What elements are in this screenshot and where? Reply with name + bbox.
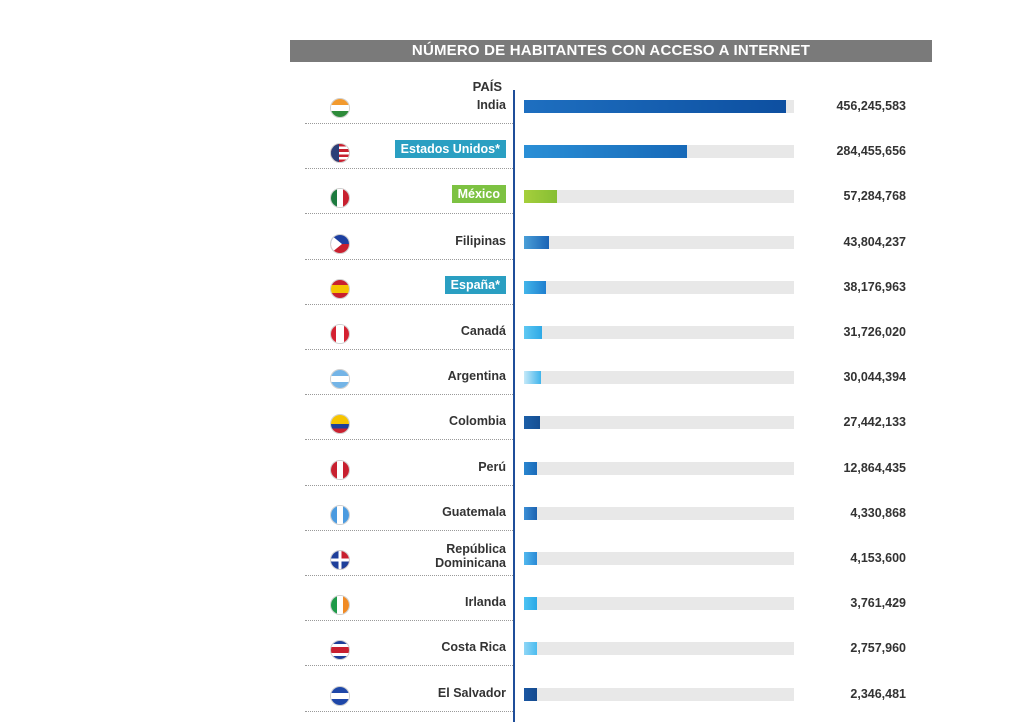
country-label: España* <box>444 275 506 294</box>
bar-track <box>524 597 794 611</box>
row-divider <box>305 123 515 124</box>
bar <box>524 371 542 385</box>
flag-canada-icon <box>330 324 350 344</box>
row-divider <box>305 665 515 667</box>
chart-row: Perú 12,864,435 <box>0 455 1024 501</box>
bar <box>524 326 543 339</box>
chart-row: España* 38,176,963 <box>0 274 1024 320</box>
chart-row: Irlanda 3,761,429 <box>0 590 1024 636</box>
row-divider <box>305 349 515 350</box>
value-label: 30,044,394 <box>843 370 906 385</box>
value-label: 57,284,768 <box>843 189 906 204</box>
value-label: 31,726,020 <box>843 325 906 339</box>
row-divider <box>305 439 515 441</box>
country-label: Argentina <box>447 369 506 384</box>
bar-track <box>524 461 794 475</box>
bar-track <box>524 687 794 701</box>
value-label: 2,346,481 <box>850 686 906 701</box>
value-label: 12,864,435 <box>843 460 906 475</box>
chart-row: Argentina 30,044,394 <box>0 364 1024 410</box>
bar-track <box>524 506 794 520</box>
chart-row: Guatemala 4,330,868 <box>0 500 1024 546</box>
value-label: 284,455,656 <box>836 144 906 159</box>
bar <box>524 687 537 701</box>
bar <box>524 597 537 611</box>
country-column-header: PAÍS <box>472 79 502 94</box>
bar <box>524 416 540 430</box>
country-label: México <box>451 185 506 204</box>
country-label: Guatemala <box>442 504 506 519</box>
chart-row: India 456,245,583 <box>0 93 1024 139</box>
chart-row: El Salvador 2,346,481 <box>0 681 1024 727</box>
country-label: Filipinas <box>455 233 506 248</box>
axis-line <box>513 90 515 722</box>
bar <box>524 190 557 204</box>
flag-argentina-icon <box>330 369 350 390</box>
bar-track <box>524 190 794 204</box>
row-divider <box>305 213 515 215</box>
chart-row: Colombia 27,442,133 <box>0 409 1024 455</box>
value-label: 4,330,868 <box>850 505 906 520</box>
country-label: Estados Unidos* <box>394 140 506 159</box>
bar <box>524 100 787 113</box>
flag-peru-icon <box>330 459 350 480</box>
value-label: 456,245,583 <box>836 99 906 113</box>
bar <box>524 552 537 565</box>
row-divider <box>305 303 515 305</box>
country-label: Perú <box>478 459 506 474</box>
bar <box>524 280 546 294</box>
country-label: Irlanda <box>465 595 506 610</box>
value-label: 3,761,429 <box>850 596 906 611</box>
row-divider <box>305 529 515 531</box>
bar <box>524 461 537 475</box>
flag-philippines-icon <box>330 233 350 254</box>
value-label: 2,757,960 <box>850 641 906 656</box>
flag-ireland-icon <box>330 595 350 616</box>
flag-spain-icon <box>330 278 350 299</box>
bar <box>524 145 688 159</box>
chart-title: NÚMERO DE HABITANTES CON ACCESO A INTERN… <box>290 40 932 62</box>
chart-row: Filipinas 43,804,237 <box>0 229 1024 275</box>
row-divider <box>305 394 515 396</box>
country-label: Canadá <box>460 324 506 338</box>
bar <box>524 642 537 656</box>
flag-costa-rica-icon <box>330 640 350 661</box>
row-divider <box>305 258 515 260</box>
row-divider <box>305 575 515 576</box>
bar-track <box>524 642 794 656</box>
bar-track <box>524 552 794 565</box>
row-divider <box>305 484 515 486</box>
row-divider <box>305 168 515 170</box>
bar-track <box>524 235 794 249</box>
bar <box>524 235 550 249</box>
value-label: 38,176,963 <box>843 279 906 294</box>
flag-colombia-icon <box>330 414 350 435</box>
bar-track <box>524 371 794 385</box>
chart-row: Canadá 31,726,020 <box>0 319 1024 365</box>
country-label: El Salvador <box>437 685 506 700</box>
flag-usa-icon <box>330 143 350 164</box>
value-label: 27,442,133 <box>843 415 906 430</box>
bar-track <box>524 416 794 430</box>
chart-row: Costa Rica 2,757,960 <box>0 635 1024 681</box>
value-label: 4,153,600 <box>850 551 906 565</box>
row-divider <box>305 620 515 622</box>
value-label: 43,804,237 <box>843 234 906 249</box>
flag-india-icon <box>330 98 350 118</box>
chart-row: Estados Unidos* 284,455,656 <box>0 138 1024 184</box>
country-label: Colombia <box>449 414 506 429</box>
chart-row: México 57,284,768 <box>0 183 1024 229</box>
flag-el-salvador-icon <box>330 685 350 706</box>
bar <box>524 506 537 520</box>
bar-track <box>524 326 794 339</box>
country-label: India <box>476 98 506 112</box>
country-label: Costa Rica <box>441 640 506 655</box>
flag-mexico-icon <box>330 188 350 209</box>
row-divider <box>305 710 515 712</box>
flag-guatemala-icon <box>330 504 350 525</box>
chart-row: República Dominicana 4,153,600 <box>0 542 1024 591</box>
flag-dominican-republic-icon <box>330 550 350 570</box>
country-label: República Dominicana <box>435 542 506 570</box>
bar-track <box>524 280 794 294</box>
